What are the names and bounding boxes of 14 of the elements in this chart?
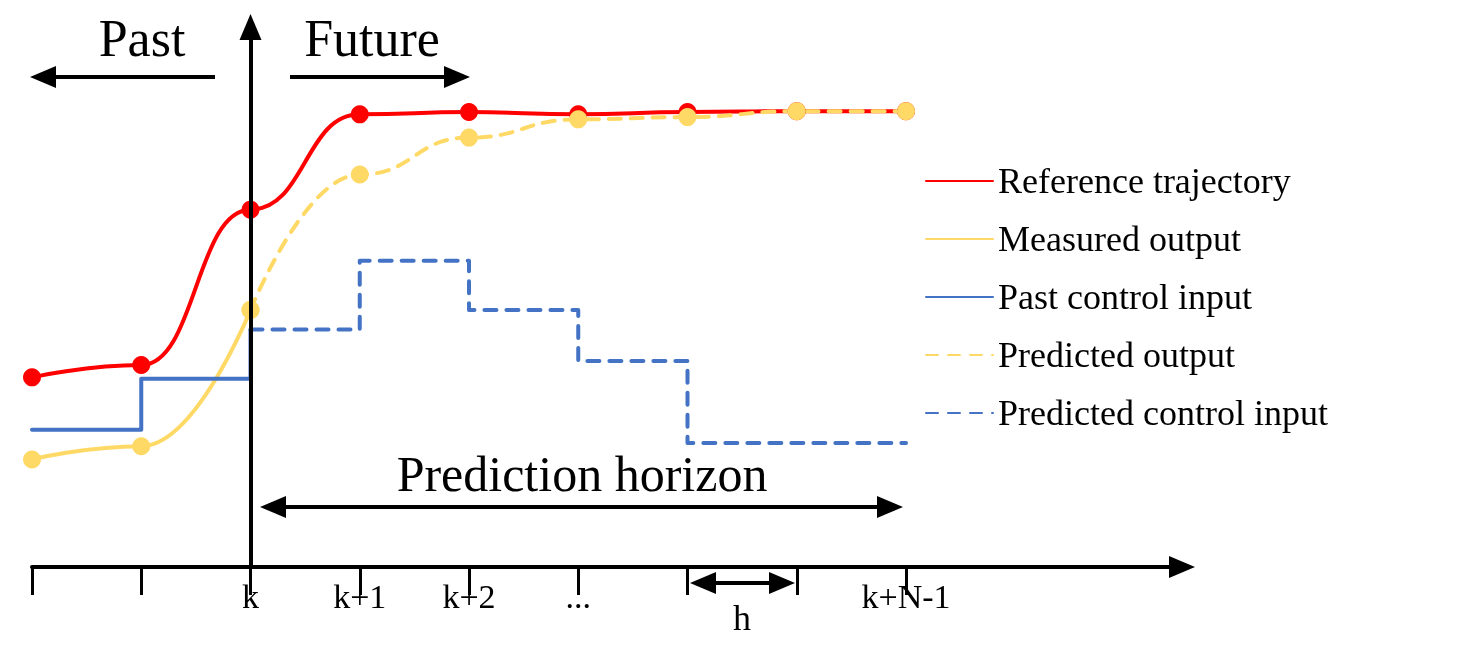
annotation: Prediction horizon [396,446,768,502]
legend-label: Predicted output [998,335,1235,375]
text: Future [304,9,440,67]
legend-label: Measured output [998,219,1241,259]
x-tick-label: k+1 [333,577,387,615]
x-tick-label: k [242,577,259,615]
legend-label: Past control input [998,277,1252,317]
text: Past [98,9,186,67]
text: h [733,598,751,638]
legend-label: Predicted control input [998,393,1328,433]
x-tick-label: ... [565,577,591,615]
x-tick-label: k+N-1 [861,577,951,615]
legend-label: Reference trajectory [998,161,1291,201]
x-tick-label: k+2 [442,577,496,615]
